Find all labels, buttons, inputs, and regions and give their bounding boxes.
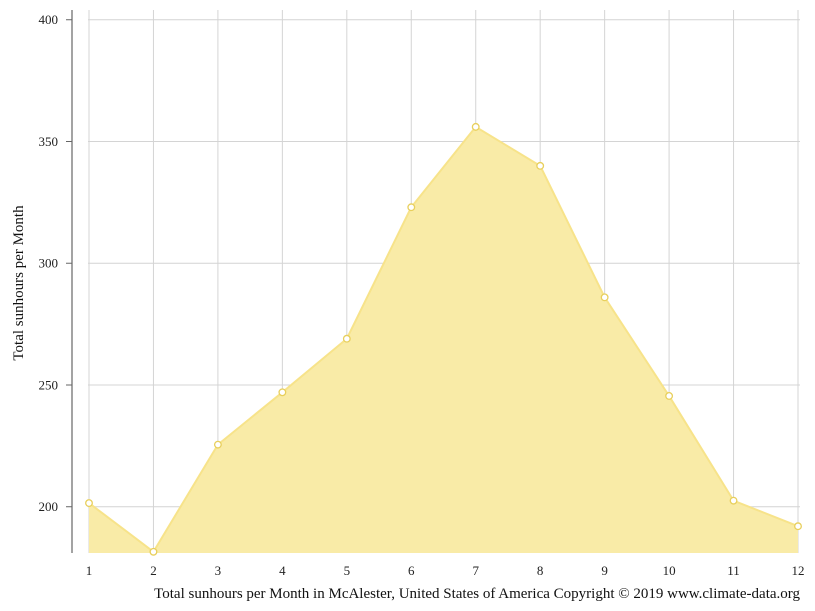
area-layer [88, 125, 799, 554]
data-point[interactable] [665, 391, 674, 400]
y-tick-label: 350 [39, 134, 59, 149]
x-tick-label: 10 [663, 563, 676, 578]
x-tick-label: 5 [344, 563, 351, 578]
data-point[interactable] [471, 122, 480, 131]
data-point[interactable] [213, 440, 222, 449]
x-tick-label: 7 [472, 563, 479, 578]
chart-caption: Total sunhours per Month in McAlester, U… [154, 586, 800, 602]
data-point[interactable] [600, 293, 609, 302]
x-tick-label: 12 [792, 563, 805, 578]
series-line [88, 125, 799, 553]
series-area-fill [89, 126, 798, 554]
y-axis-title: Total sunhours per Month [11, 205, 27, 361]
x-tick-label: 3 [215, 563, 222, 578]
marker-layer [85, 122, 802, 556]
data-point[interactable] [536, 161, 545, 170]
x-tick-label: 4 [279, 563, 286, 578]
x-tick-label: 9 [601, 563, 608, 578]
x-tick-label: 11 [727, 563, 740, 578]
x-tick-label: 1 [86, 563, 93, 578]
x-tick-label: 2 [150, 563, 157, 578]
x-tick-label: 6 [408, 563, 415, 578]
y-tick-label: 200 [39, 499, 59, 514]
data-point[interactable] [407, 203, 416, 212]
y-tick-label: 300 [39, 256, 59, 271]
y-tick-label: 250 [39, 377, 59, 392]
data-point[interactable] [85, 499, 93, 508]
data-point[interactable] [729, 496, 738, 505]
x-tick-label: 8 [537, 563, 544, 578]
data-point[interactable] [149, 547, 158, 556]
y-tick-label: 400 [39, 12, 59, 27]
data-point[interactable] [278, 388, 287, 397]
data-point[interactable] [342, 334, 351, 343]
data-point[interactable] [794, 522, 802, 531]
